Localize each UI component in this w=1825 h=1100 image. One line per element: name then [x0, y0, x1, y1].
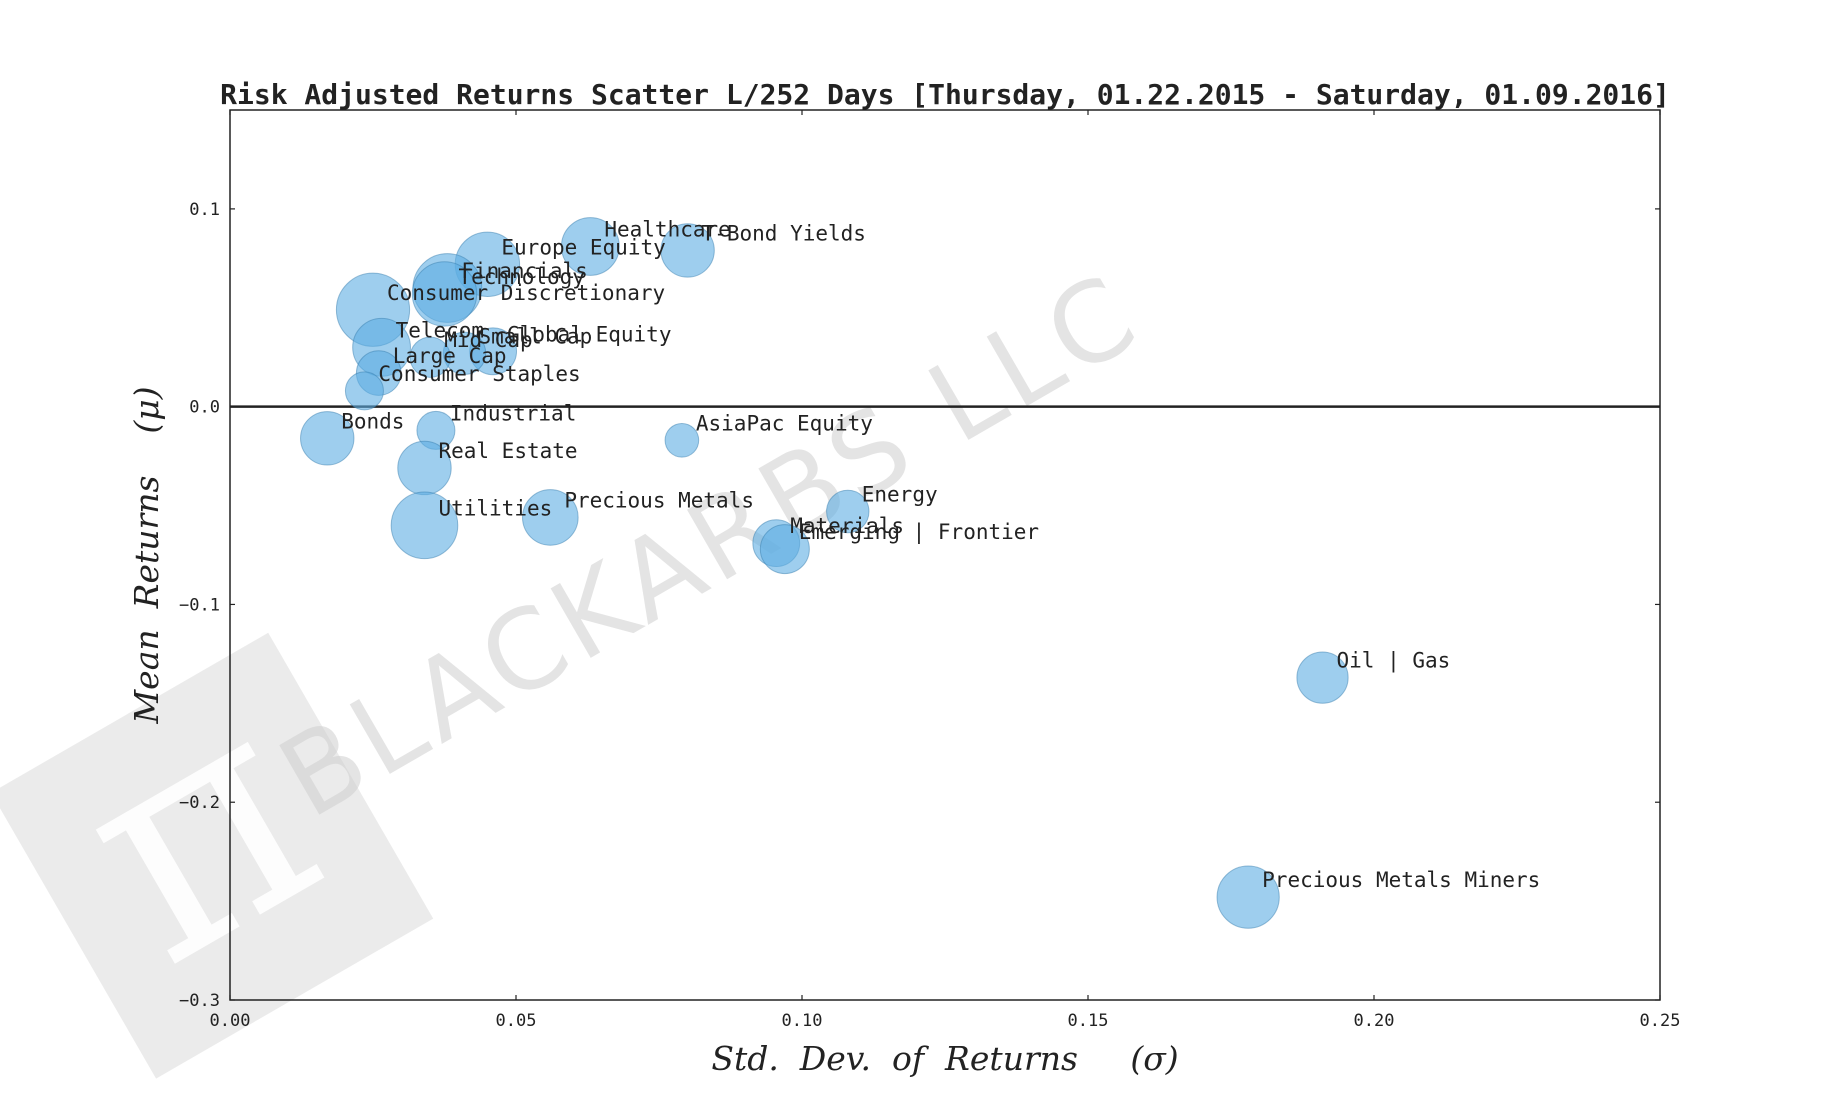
x-tick-label: 0.25 [1640, 1011, 1681, 1031]
point-label: Oil | Gas [1337, 649, 1451, 674]
point-label: Technology [459, 265, 585, 289]
point-label: Precious Metals Miners [1262, 868, 1540, 892]
y-axis-label: Mean Returns (μ) [127, 386, 166, 724]
data-point [660, 223, 715, 278]
x-tick-label: 0.10 [782, 1011, 823, 1031]
data-point [344, 371, 384, 411]
x-tick-label: 0.20 [1354, 1011, 1395, 1031]
x-tick-label: 0.15 [1068, 1011, 1109, 1031]
point-label: Bonds [341, 409, 404, 433]
data-point [1216, 865, 1280, 929]
point-label: Large Cap [393, 344, 507, 368]
point-label: Real Estate [438, 439, 577, 463]
point-label: Industrial [450, 401, 576, 425]
data-point [300, 411, 355, 466]
y-tick-label: −0.1 [179, 595, 220, 615]
y-tick-label: 0.0 [189, 398, 220, 418]
data-point [664, 422, 700, 458]
x-tick-label: 0.05 [496, 1011, 537, 1031]
data-point [390, 491, 459, 560]
data-point [826, 489, 870, 534]
point-label: Telecom [396, 318, 485, 342]
point-label: T-Bond Yields [702, 221, 866, 245]
axis-ticks: 0.00 0.05 0.10 0.15 0.20 0.25 0.1 0.0 −0.1 −0.2 −0… [179, 110, 1680, 1031]
data-point [522, 489, 579, 546]
point-label: Materials [790, 514, 904, 538]
point-label: Emerging | Frontier [799, 520, 1039, 545]
data-point [411, 261, 478, 327]
point-label: Mid Cap [444, 328, 533, 352]
point-label: Small Cap [479, 324, 593, 348]
watermark-logo-box [0, 632, 434, 1079]
y-tick-label: −0.3 [179, 991, 220, 1011]
point-label: Utilities [438, 496, 552, 520]
point-label: Financials [461, 259, 587, 283]
point-label: AsiaPac Equity [696, 411, 873, 435]
plot-frame [229, 109, 1661, 1001]
data-point [409, 336, 451, 378]
data-point [1296, 651, 1349, 704]
chart-title: Risk Adjusted Returns Scatter L/252 Days… [220, 78, 1670, 111]
x-tick-label: 0.00 [210, 1011, 251, 1031]
point-label: Consumer Discretionary [387, 281, 665, 305]
y-tick-label: 0.1 [189, 200, 220, 220]
point-label: Healthcare [604, 217, 730, 241]
data-point [560, 217, 620, 276]
point-label: Consumer Staples [378, 362, 580, 386]
point-label: Global Equity [507, 322, 671, 346]
point-label: Precious Metals [564, 488, 754, 512]
point-label: Energy [862, 482, 938, 506]
x-axis-label: Std. Dev. of Returns (σ) [711, 1039, 1178, 1078]
y-tick-label: −0.2 [179, 793, 220, 813]
point-label: Europe Equity [501, 235, 665, 259]
data-points [300, 217, 1349, 929]
data-point [759, 524, 810, 575]
